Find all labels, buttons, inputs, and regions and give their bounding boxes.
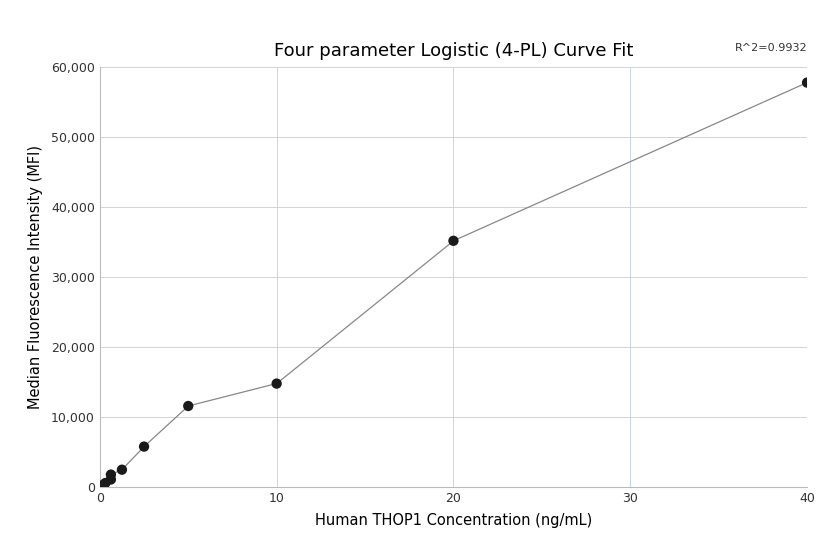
Text: R^2=0.9932: R^2=0.9932 [735, 43, 807, 53]
X-axis label: Human THOP1 Concentration (ng/mL): Human THOP1 Concentration (ng/mL) [314, 514, 592, 529]
Point [270, 379, 283, 388]
Point [99, 478, 112, 487]
Point [104, 470, 117, 479]
Point [116, 465, 129, 474]
Point [137, 442, 151, 451]
Y-axis label: Median Fluorescence Intensity (MFI): Median Fluorescence Intensity (MFI) [27, 145, 42, 409]
Point [181, 402, 195, 410]
Point [800, 78, 814, 87]
Point [447, 236, 460, 245]
Title: Four parameter Logistic (4-PL) Curve Fit: Four parameter Logistic (4-PL) Curve Fit [274, 42, 633, 60]
Point [96, 480, 109, 489]
Point [104, 475, 117, 484]
